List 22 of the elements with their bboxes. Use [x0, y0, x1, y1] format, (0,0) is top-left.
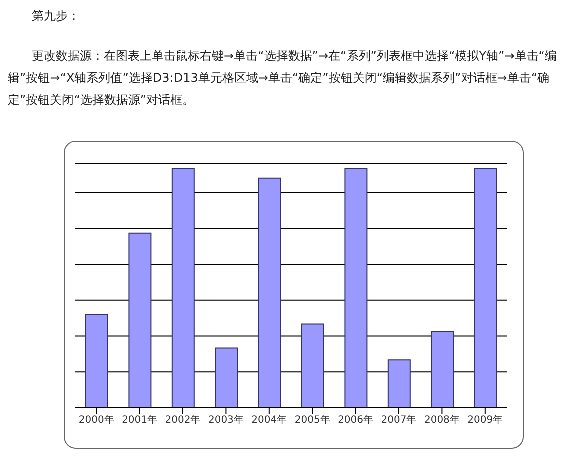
x-tick-label: 2001年: [122, 414, 158, 426]
x-tick-label: 2000年: [78, 414, 114, 426]
bar: [431, 330, 454, 408]
bar: [344, 168, 368, 408]
bar: [128, 232, 152, 408]
chart-subtitle: 更改数据源：在图表上单击鼠标右键→单击“选择数据”→在“系列”列表框中选择“模拟Y轴”→单击“编辑”按钮→“X轴系列值”选择D3:D13单元格区域→单击“确定”按钮关闭“编辑数据系列”对话框→单击“确定”按钮关闭“选择数据源”对话框。: [8, 48, 558, 109]
x-tick-label: 2003年: [208, 414, 244, 426]
x-tick-label: 2005年: [294, 414, 330, 426]
x-tick-label: 2008年: [424, 414, 460, 426]
x-tick-label: 2002年: [165, 414, 201, 426]
x-tick-label: 2007年: [381, 414, 417, 426]
bar: [474, 168, 498, 408]
bar: [86, 314, 108, 408]
x-tick-label: 2009年: [468, 414, 504, 426]
bar: [258, 178, 282, 408]
bar: [388, 360, 411, 408]
x-tick-label: 2006年: [338, 414, 374, 426]
x-tick-label: 2004年: [252, 414, 288, 426]
bar: [172, 168, 195, 408]
bar: [302, 324, 324, 408]
chart-title: 第九步：: [31, 8, 81, 25]
bar: [215, 348, 238, 408]
